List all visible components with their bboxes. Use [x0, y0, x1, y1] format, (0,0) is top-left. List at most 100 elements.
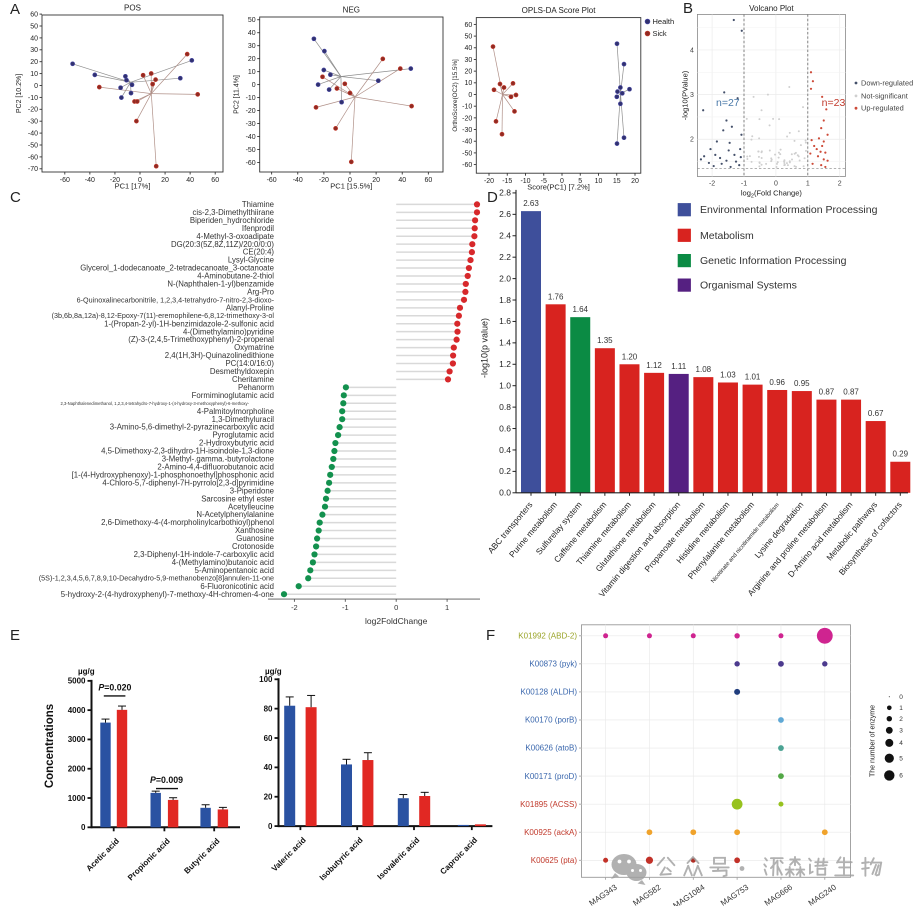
svg-text:10: 10 [465, 80, 473, 87]
svg-text:OPLS-DA Score Plot: OPLS-DA Score Plot [522, 6, 597, 15]
svg-text:10: 10 [30, 71, 38, 78]
svg-text:1.0: 1.0 [499, 381, 511, 391]
svg-text:-10: -10 [462, 104, 472, 111]
svg-text:C: C [10, 189, 21, 206]
svg-text:POS: POS [124, 4, 141, 13]
svg-text:50: 50 [465, 34, 473, 41]
svg-text:-20: -20 [28, 107, 38, 114]
svg-text:60: 60 [30, 12, 38, 19]
svg-text:-60: -60 [267, 177, 277, 184]
svg-text:K00925 (ackA): K00925 (ackA) [524, 828, 577, 837]
svg-text:-10: -10 [28, 95, 38, 102]
svg-text:2: 2 [838, 181, 842, 188]
svg-text:40: 40 [248, 30, 256, 37]
svg-text:0.2: 0.2 [499, 466, 511, 476]
svg-text:0.0: 0.0 [499, 488, 511, 498]
svg-text:Concentrations: Concentrations [44, 704, 56, 788]
svg-text:15: 15 [613, 178, 621, 185]
svg-text:2.8: 2.8 [499, 188, 511, 198]
svg-text:2000: 2000 [68, 765, 86, 774]
svg-text:5: 5 [899, 755, 903, 762]
svg-text:1000: 1000 [68, 794, 86, 803]
svg-text:E: E [10, 627, 20, 644]
svg-text:1.11: 1.11 [671, 362, 687, 371]
svg-text:µg/g: µg/g [78, 667, 95, 676]
svg-text:1: 1 [445, 603, 449, 612]
svg-text:-50: -50 [462, 150, 472, 157]
svg-text:60: 60 [211, 177, 219, 184]
svg-text:1.03: 1.03 [720, 370, 736, 379]
svg-text:20: 20 [465, 69, 473, 76]
svg-text:K00626 (atoB): K00626 (atoB) [525, 744, 577, 753]
svg-text:log2FoldChange: log2FoldChange [365, 616, 428, 626]
svg-text:0.8: 0.8 [499, 402, 511, 412]
svg-text:D: D [487, 189, 498, 206]
svg-text:B: B [683, 0, 693, 17]
svg-text:-40: -40 [28, 131, 38, 138]
svg-text:20: 20 [372, 177, 380, 184]
svg-text:n=23: n=23 [822, 97, 846, 109]
svg-text:2.0: 2.0 [499, 273, 511, 283]
svg-text:NEG: NEG [343, 6, 360, 15]
svg-text:1: 1 [806, 181, 810, 188]
svg-text:0: 0 [268, 822, 273, 831]
svg-text:2.2: 2.2 [499, 252, 511, 262]
svg-text:K00873 (pyk): K00873 (pyk) [529, 660, 577, 669]
svg-text:2,3-Naphthalenedimethanol, 1,2: 2,3-Naphthalenedimethanol, 1,2,3,4-tetra… [60, 401, 249, 406]
svg-text:log2(Fold Change): log2(Fold Change) [741, 189, 803, 200]
svg-text:4: 4 [690, 47, 694, 54]
svg-text:P=0.020: P=0.020 [98, 683, 131, 693]
svg-text:10: 10 [595, 178, 603, 185]
svg-text:0.96: 0.96 [769, 378, 785, 387]
svg-text:30: 30 [465, 57, 473, 64]
svg-text:-20: -20 [462, 115, 472, 122]
svg-text:-2: -2 [709, 181, 715, 188]
svg-text:-30: -30 [246, 121, 256, 128]
svg-text:5000: 5000 [68, 677, 86, 686]
svg-text:µg/g: µg/g [265, 667, 282, 676]
svg-text:50: 50 [248, 17, 256, 24]
svg-text:0.4: 0.4 [499, 445, 511, 455]
svg-text:40: 40 [465, 45, 473, 52]
svg-text:-30: -30 [28, 119, 38, 126]
svg-text:Down-regulated: Down-regulated [861, 78, 913, 87]
svg-text:-70: -70 [28, 166, 38, 173]
svg-text:0.67: 0.67 [868, 409, 884, 418]
svg-text:2.63: 2.63 [523, 199, 539, 208]
svg-text:-15: -15 [502, 178, 512, 185]
svg-text:Volcano Plot: Volcano Plot [749, 4, 794, 13]
svg-text:1: 1 [899, 705, 903, 712]
svg-text:5-hydroxy-2-(4-hydroxyphenyl)-: 5-hydroxy-2-(4-hydroxyphenyl)-7-methoxy-… [61, 590, 274, 599]
svg-text:60: 60 [465, 22, 473, 29]
svg-text:Metabolism: Metabolism [700, 230, 754, 242]
svg-text:0: 0 [81, 823, 86, 832]
svg-text:0: 0 [252, 82, 256, 89]
svg-text:0: 0 [348, 177, 352, 184]
svg-text:4: 4 [899, 740, 903, 747]
svg-text:4000: 4000 [68, 706, 86, 715]
svg-text:0: 0 [34, 83, 38, 90]
svg-text:0.29: 0.29 [893, 450, 909, 459]
svg-text:-60: -60 [28, 154, 38, 161]
svg-text:0: 0 [774, 181, 778, 188]
svg-text:60: 60 [424, 177, 432, 184]
svg-text:K01895 (ACSS): K01895 (ACSS) [520, 800, 577, 809]
svg-text:-10: -10 [246, 95, 256, 102]
svg-text:PC2 [10.2%]: PC2 [10.2%] [16, 74, 23, 113]
svg-text:20: 20 [161, 177, 169, 184]
svg-text:F: F [486, 627, 495, 644]
svg-text:1.35: 1.35 [597, 336, 613, 345]
svg-text:PC2 [11.4%]: PC2 [11.4%] [234, 75, 241, 114]
svg-text:-60: -60 [246, 160, 256, 167]
svg-text:0: 0 [468, 92, 472, 99]
svg-text:40: 40 [30, 35, 38, 42]
svg-text:3: 3 [690, 92, 694, 99]
svg-text:The number of enzyme: The number of enzyme [870, 705, 877, 777]
svg-text:6: 6 [899, 773, 903, 780]
svg-text:Not-significant: Not-significant [861, 91, 908, 100]
svg-text:-40: -40 [246, 134, 256, 141]
svg-text:1.64: 1.64 [572, 305, 588, 314]
svg-text:100: 100 [259, 675, 273, 684]
svg-text:-1: -1 [342, 603, 349, 612]
svg-text:-40: -40 [293, 177, 303, 184]
